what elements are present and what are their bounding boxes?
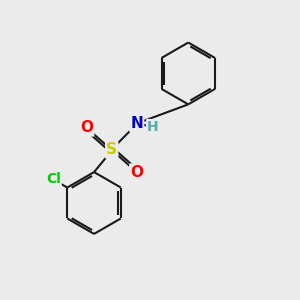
Text: N: N [130, 116, 143, 131]
Text: O: O [80, 120, 93, 135]
Text: H: H [147, 120, 159, 134]
Text: S: S [106, 142, 117, 158]
Text: Cl: Cl [46, 172, 61, 186]
Text: O: O [130, 165, 143, 180]
